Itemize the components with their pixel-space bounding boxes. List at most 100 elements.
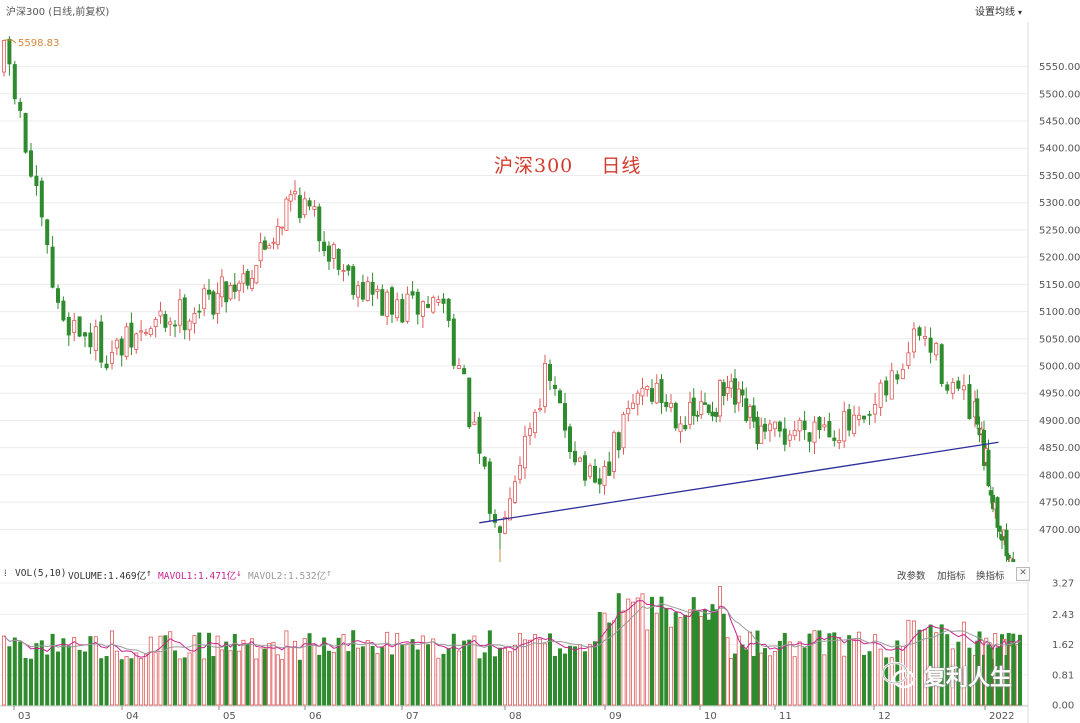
candle-body [2, 40, 7, 73]
volume-bar [88, 636, 93, 706]
wechat-icon [881, 661, 916, 691]
candle-body [23, 112, 28, 153]
y-tick-label: 5300.00 [1039, 198, 1080, 209]
vol-y-tick-label: 1.62 [1052, 640, 1074, 651]
candle-body [878, 382, 883, 408]
volume-bar [197, 632, 202, 706]
volume-bar [812, 630, 817, 706]
y-tick-label: 5400.00 [1039, 144, 1080, 155]
volume-bar [857, 631, 862, 706]
candle-body [1006, 554, 1011, 561]
volume-bar [659, 596, 664, 706]
candle-body [548, 363, 553, 381]
add-indicator-button[interactable]: 加指标 [937, 571, 966, 582]
close-panel-button[interactable]: ✕ [1016, 567, 1030, 581]
candle-body [939, 344, 944, 384]
volume-bar [456, 650, 461, 706]
volume-bar [626, 598, 631, 706]
volume-bar [917, 629, 922, 706]
volume-bar [12, 637, 17, 706]
switch-indicator-button[interactable]: 换指标 [976, 571, 1005, 582]
volume-bar [1018, 634, 1023, 706]
candlestick-chart[interactable]: 5550.00 5500.00 5450.00 5400.00 5350.00 5300.… [0, 22, 1080, 562]
candle-body [275, 226, 280, 245]
volume-bar [104, 656, 109, 706]
volume-bar [351, 630, 356, 706]
volume-bar [477, 658, 482, 706]
candle-body [436, 299, 441, 303]
volume-bar [346, 651, 351, 706]
volume-bar [777, 640, 782, 706]
volume-bar [254, 658, 259, 706]
candle-body [400, 299, 405, 323]
candle-body [385, 291, 390, 317]
candle-body [232, 284, 237, 292]
y-tick-label: 4950.00 [1039, 389, 1080, 400]
candle-body [173, 324, 178, 327]
candle-body [88, 332, 93, 348]
volume-bar [759, 652, 764, 706]
candle-body [168, 321, 173, 325]
volume-bar [635, 597, 640, 706]
candle-body [748, 406, 753, 418]
candle-body [862, 415, 867, 420]
candle-body [782, 428, 787, 445]
volume-bar [729, 658, 734, 706]
volume-bar [163, 635, 168, 706]
volume-bar [219, 649, 224, 706]
volume-chart[interactable]: 3.27 2.43 1.62 0.81 0.00 03 04 05 06 07 08 09 10 11 12… [0, 579, 1080, 723]
volume-bar [415, 649, 420, 706]
set-ma-button[interactable]: 设置均线 ▾ [975, 3, 1022, 18]
volume-bar [873, 634, 878, 706]
candle-body [129, 322, 134, 348]
candle-body [714, 411, 719, 417]
candle-body [934, 343, 939, 356]
candle-body [812, 421, 817, 443]
candle-body [202, 288, 207, 310]
candle-body [28, 150, 33, 177]
y-tick-label: 5500.00 [1039, 89, 1080, 100]
volume-bar [631, 601, 636, 706]
candle-body [982, 430, 987, 466]
volume-bar [192, 635, 197, 706]
candle-body [699, 401, 704, 415]
volume-bar [336, 637, 341, 706]
volume-bar [280, 659, 285, 706]
volume-bar [2, 635, 7, 706]
x-tick-label: 11 [779, 711, 792, 722]
candle-body [415, 291, 420, 315]
candle-body [635, 392, 640, 405]
volume-bar [867, 651, 872, 706]
volume-bar [602, 612, 607, 706]
y-tick-label: 5450.00 [1039, 117, 1080, 128]
volume-bar [763, 648, 768, 706]
candle-body [389, 287, 394, 315]
volume-bar [607, 622, 612, 706]
volume-bar [119, 659, 124, 706]
volume-bar [292, 640, 297, 706]
volume-arrow-icon: ↑ [146, 568, 152, 579]
volume-bar [202, 658, 207, 706]
volume-bar [45, 654, 50, 706]
y-tick-label: 4800.00 [1039, 470, 1080, 481]
volume-bar [168, 631, 173, 706]
candle-body [228, 285, 233, 300]
candle-body [597, 478, 602, 485]
volume-bar [934, 632, 939, 706]
candle-body [66, 317, 71, 336]
volume-bar [837, 637, 842, 706]
volume-bar [249, 638, 254, 706]
volume-bar [395, 632, 400, 706]
volume-bar [420, 635, 425, 706]
edit-params-button[interactable]: 改参数 [897, 571, 926, 582]
vol-menu-icon[interactable]: ⁞ [4, 568, 7, 579]
volume-bar [134, 652, 139, 706]
candle-body [18, 101, 23, 111]
volume-bar [215, 635, 220, 706]
candle-body [607, 461, 612, 476]
volume-bar [583, 651, 588, 706]
volume-bar [640, 593, 645, 706]
candle-body [405, 293, 410, 322]
candle-body [664, 401, 669, 408]
volume-bar [961, 621, 966, 706]
